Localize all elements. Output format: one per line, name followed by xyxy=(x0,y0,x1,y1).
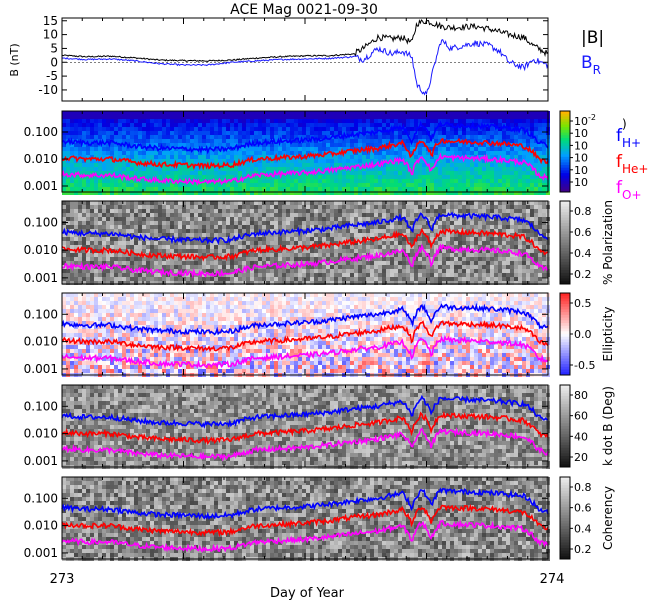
colorbar-tick: -0.5 xyxy=(574,359,595,372)
legend-b-r: BR xyxy=(581,53,601,77)
colorbar-tick: 0.0 xyxy=(574,328,592,341)
line-f-o-ellipticity xyxy=(61,335,549,369)
freq-y-tick: 0.010 xyxy=(24,152,58,166)
colorbar-label: k dot B (Deg) xyxy=(601,386,615,466)
freq-y-tick: 0.010 xyxy=(24,243,58,257)
line-f-he-power xyxy=(61,137,549,171)
mag-y-tick: 10 xyxy=(43,28,58,42)
line-f-h-ellipticity xyxy=(61,302,549,336)
colorbar-tick: 0.6 xyxy=(574,226,592,239)
line-f-he-kdotb xyxy=(61,410,549,446)
colorbar-tick: 0.4 xyxy=(574,522,592,535)
frequency-legend: fH+fHe+fO+ xyxy=(616,126,648,202)
colorbar-coherency: 0.8 0.6 0.4 0.2 Coherency xyxy=(559,476,615,560)
line-f-h-power xyxy=(61,120,549,155)
colorbar-tick: 10 xyxy=(574,164,588,177)
freq-y-tick: 0.100 xyxy=(24,125,58,139)
x-tick-274: 274 xyxy=(540,572,565,587)
colorbar-tick: 40 xyxy=(574,430,588,443)
spectrogram-kdotb xyxy=(62,385,550,469)
colorbar-tick: 10-2 xyxy=(574,113,596,128)
line-f-he-polarization xyxy=(61,227,548,262)
panel-coherency: 0.100 0.010 0.001 0.8 0.6 0.4 0.2 Coherency xyxy=(24,476,615,561)
colorbar-label: Ellipticity xyxy=(601,307,615,362)
colorbar-tick: 0.8 xyxy=(574,205,592,218)
colorbar-label: % Polarization xyxy=(601,200,615,285)
freq-y-tick: 0.010 xyxy=(24,335,58,349)
colorbar-tick: 60 xyxy=(574,410,588,423)
mag-y-tick: 15 xyxy=(43,14,58,28)
freq-y-tick: 0.001 xyxy=(24,362,58,376)
panel-polarization: 0.100 0.010 0.001 0.8 0.6 0.4 0.2 % Polarizatio… xyxy=(24,200,615,285)
freq-y-tick: 0.100 xyxy=(24,216,58,230)
line-f-h-polarization xyxy=(61,211,549,245)
colorbar-tick: 0.4 xyxy=(574,247,592,260)
magnetic-field-frame xyxy=(61,17,549,102)
line-f-h-kdotb xyxy=(61,394,549,429)
spectrogram-coherency xyxy=(62,477,550,561)
freq-y-tick: 0.001 xyxy=(24,454,58,468)
colorbar-tick: 10 xyxy=(574,176,588,189)
legend-f-o: fO+ xyxy=(616,178,642,202)
colorbar-tick: 10 xyxy=(574,139,588,152)
freq-y-tick: 0.001 xyxy=(24,271,58,285)
colorbar-tick: 0.2 xyxy=(574,268,592,281)
line-f-he-ellipticity xyxy=(61,320,549,353)
colorbar-tick: 80 xyxy=(574,389,588,402)
colorbar-tick: 10 xyxy=(574,127,588,140)
line-f-o-kdotb xyxy=(61,427,549,462)
legend-f-he: fHe+ xyxy=(616,152,648,176)
freq-y-tick: 0.001 xyxy=(24,546,58,560)
colorbar-label: Coherency xyxy=(601,486,615,550)
mag-y-tick: -5 xyxy=(46,69,58,83)
line-f-h-coherency xyxy=(61,487,549,521)
freq-y-tick: 0.100 xyxy=(24,399,58,413)
colorbar-kdotb: 80 60 40 20 k dot B (Deg) xyxy=(559,384,615,468)
freq-y-tick: 0.010 xyxy=(24,427,58,441)
mag-y-label: B (nT) xyxy=(8,43,21,76)
colorbar-tick: 0.8 xyxy=(574,481,592,494)
series-line-b-total xyxy=(61,19,549,62)
mag-y-tick: 0 xyxy=(50,55,58,69)
mag-y-tick: 5 xyxy=(50,41,58,55)
chart-title: ACE Mag 0021-09-30 xyxy=(230,2,378,18)
spectrogram-power xyxy=(62,111,550,195)
colorbar-ellipticity: 0.5 0.0 -0.5 Ellipticity xyxy=(559,292,615,376)
freq-y-tick: 0.100 xyxy=(24,491,58,505)
x-tick-273: 273 xyxy=(50,572,75,587)
x-axis-label: Day of Year xyxy=(270,586,345,600)
line-f-o-polarization xyxy=(61,243,549,279)
spectrogram-polarization xyxy=(62,201,550,285)
series-line-b-r xyxy=(61,39,549,96)
panel-kdotb: 0.100 0.010 0.001 80 60 40 20 k dot B (Deg) xyxy=(24,384,615,469)
legend-b-total: |B| xyxy=(581,28,604,48)
colorbar-tick: 0.5 xyxy=(574,297,592,310)
mag-y-tick: -10 xyxy=(38,83,58,97)
colorbar-label: ) xyxy=(622,117,627,131)
freq-y-tick: 0.100 xyxy=(24,307,58,321)
line-f-o-power xyxy=(61,152,549,187)
legend-f-h: fH+ xyxy=(616,126,641,150)
colorbar-tick: 0.6 xyxy=(574,502,592,515)
colorbar-tick: 0.2 xyxy=(574,543,592,556)
colorbar-tick: 20 xyxy=(574,451,588,464)
colorbar-tick: 10 xyxy=(574,152,588,165)
freq-y-tick: 0.010 xyxy=(24,519,58,533)
panel-ellipticity: 0.100 0.010 0.001 0.5 0.0 -0.5 Ellipticity xyxy=(24,292,615,377)
colorbar-polarization: 0.8 0.6 0.4 0.2 % Polarization xyxy=(559,200,615,285)
line-f-o-coherency xyxy=(61,519,549,553)
line-f-he-coherency xyxy=(61,503,549,538)
freq-y-tick: 0.001 xyxy=(24,179,58,193)
